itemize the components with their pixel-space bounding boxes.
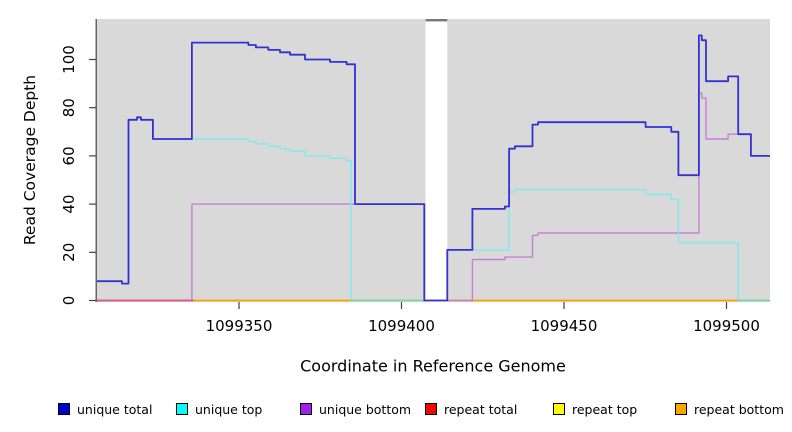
legend-swatch-repeat-top-icon — [553, 403, 565, 415]
y-tick-label: 0 — [60, 296, 78, 306]
legend: unique total unique top unique bottom re… — [0, 399, 792, 423]
y-axis-title: Read Coverage Depth — [21, 74, 39, 246]
x-tick-label: 1099450 — [531, 317, 598, 335]
legend-label: unique bottom — [319, 401, 412, 417]
legend-label: repeat bottom — [694, 401, 784, 417]
y-tick-label: 100 — [60, 45, 78, 74]
y-tick-label: 40 — [60, 195, 78, 214]
legend-swatch-unique-bottom-icon — [300, 403, 312, 415]
x-tick-label: 1099350 — [206, 317, 273, 335]
legend-label: unique top — [195, 401, 263, 417]
x-tick-label: 1099400 — [368, 317, 435, 335]
legend-swatch-repeat-total-icon — [425, 403, 437, 415]
legend-item-unique-total: unique total — [58, 399, 152, 419]
legend-item-unique-top: unique top — [176, 399, 262, 419]
y-tick-label: 80 — [60, 98, 78, 117]
y-tick-label: 20 — [60, 243, 78, 262]
legend-label: repeat top — [572, 401, 638, 417]
legend-label: repeat total — [444, 401, 518, 417]
legend-item-repeat-total: repeat total — [425, 399, 517, 419]
legend-swatch-unique-top-icon — [176, 403, 188, 415]
legend-item-repeat-top: repeat top — [553, 399, 637, 419]
legend-swatch-repeat-bottom-icon — [675, 403, 687, 415]
legend-swatch-unique-total-icon — [58, 403, 70, 415]
series-unique-total — [97, 34, 770, 302]
legend-item-unique-bottom: unique bottom — [300, 399, 411, 419]
y-tick-label: 60 — [60, 146, 78, 165]
x-axis-title: Coordinate in Reference Genome — [300, 356, 566, 376]
x-tick-label: 1099500 — [693, 317, 760, 335]
legend-label: unique total — [77, 401, 153, 417]
legend-item-repeat-bottom: repeat bottom — [675, 399, 784, 419]
assembly-gap-cap — [425, 19, 448, 22]
assembly-gap-band — [425, 19, 448, 302]
